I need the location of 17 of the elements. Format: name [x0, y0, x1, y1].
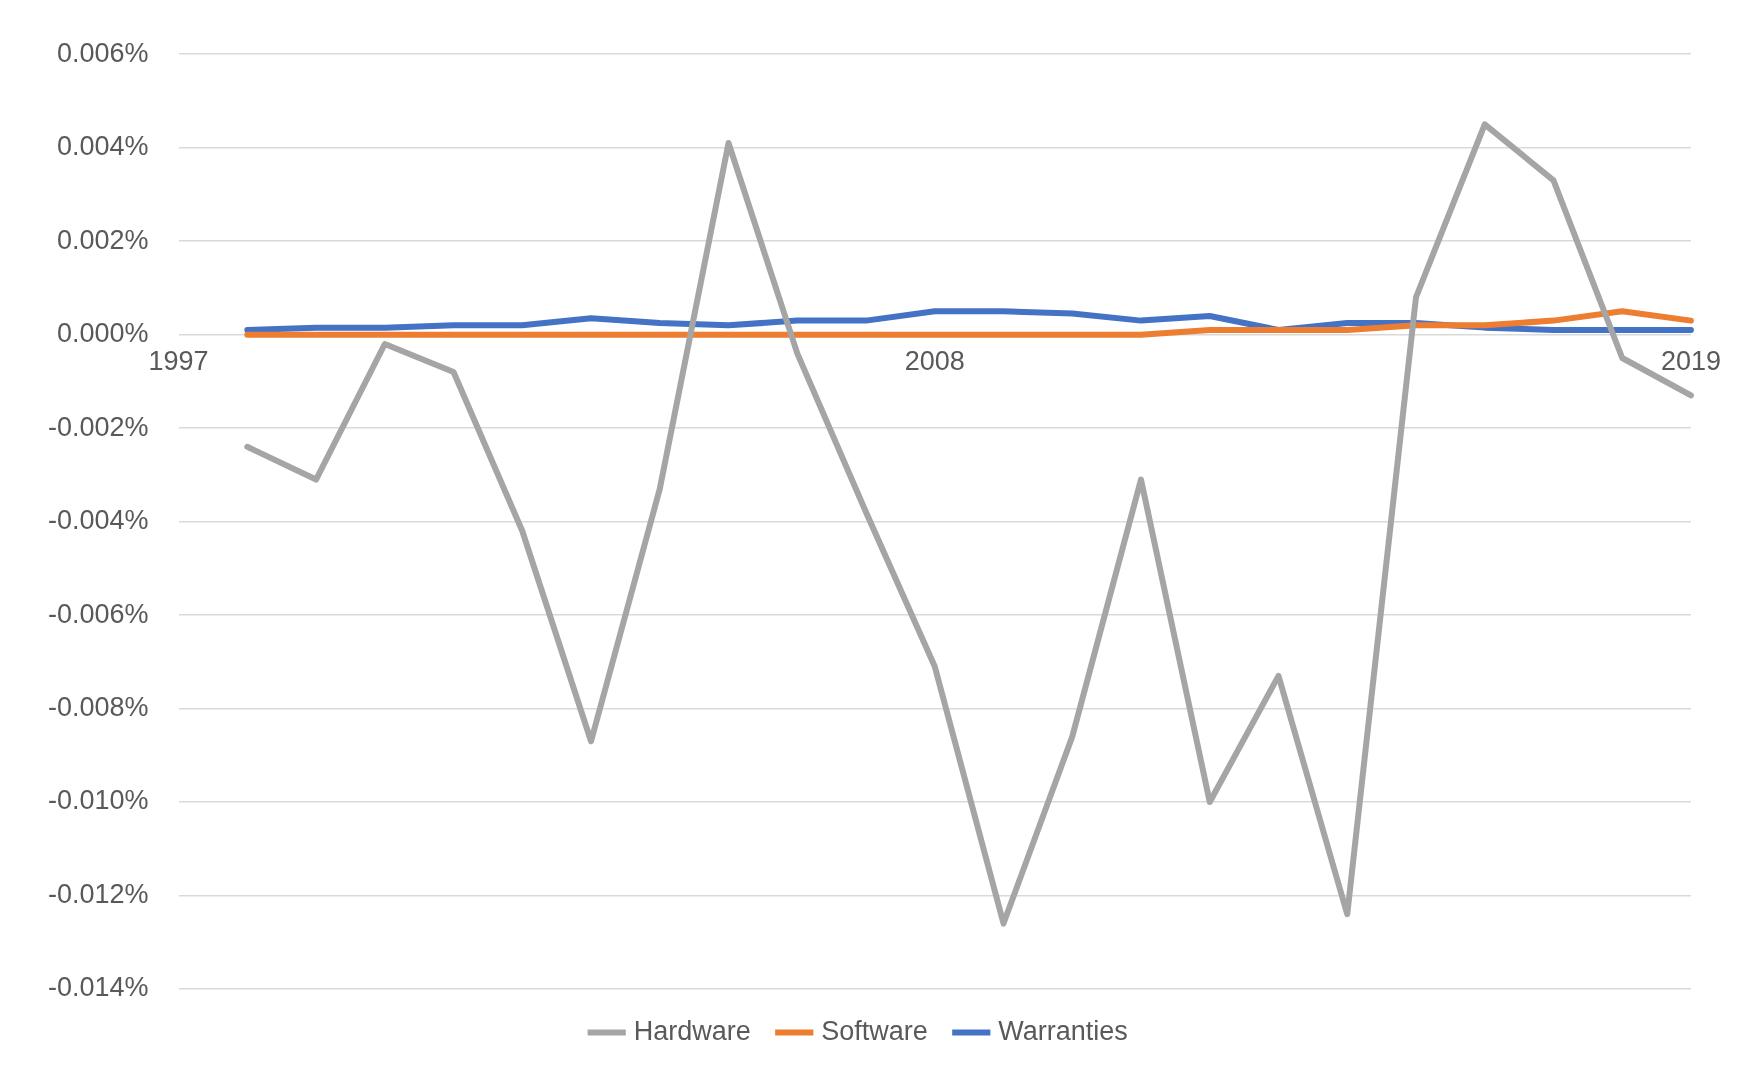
y-tick-label: 0.004%	[56, 131, 149, 162]
y-tick-label: 0.002%	[56, 224, 149, 255]
y-tick-label: -0.010%	[47, 785, 149, 816]
legend-label: Software	[821, 1015, 928, 1046]
y-tick-label: -0.014%	[47, 972, 149, 1003]
x-tick-label: 2008	[904, 346, 965, 377]
y-tick-label: -0.006%	[47, 598, 149, 629]
y-tick-label: 0.006%	[56, 37, 149, 68]
y-tick-label: -0.008%	[47, 692, 149, 723]
legend-label: Hardware	[633, 1015, 751, 1046]
y-tick-label: -0.012%	[47, 878, 149, 909]
x-tick-label: 2019	[1660, 346, 1722, 377]
y-tick-label: -0.002%	[47, 411, 149, 442]
y-tick-label: 0.000%	[56, 318, 149, 349]
x-tick-label: 1997	[148, 346, 209, 377]
legend-label: Warranties	[998, 1015, 1128, 1046]
y-tick-label: -0.004%	[47, 505, 149, 536]
